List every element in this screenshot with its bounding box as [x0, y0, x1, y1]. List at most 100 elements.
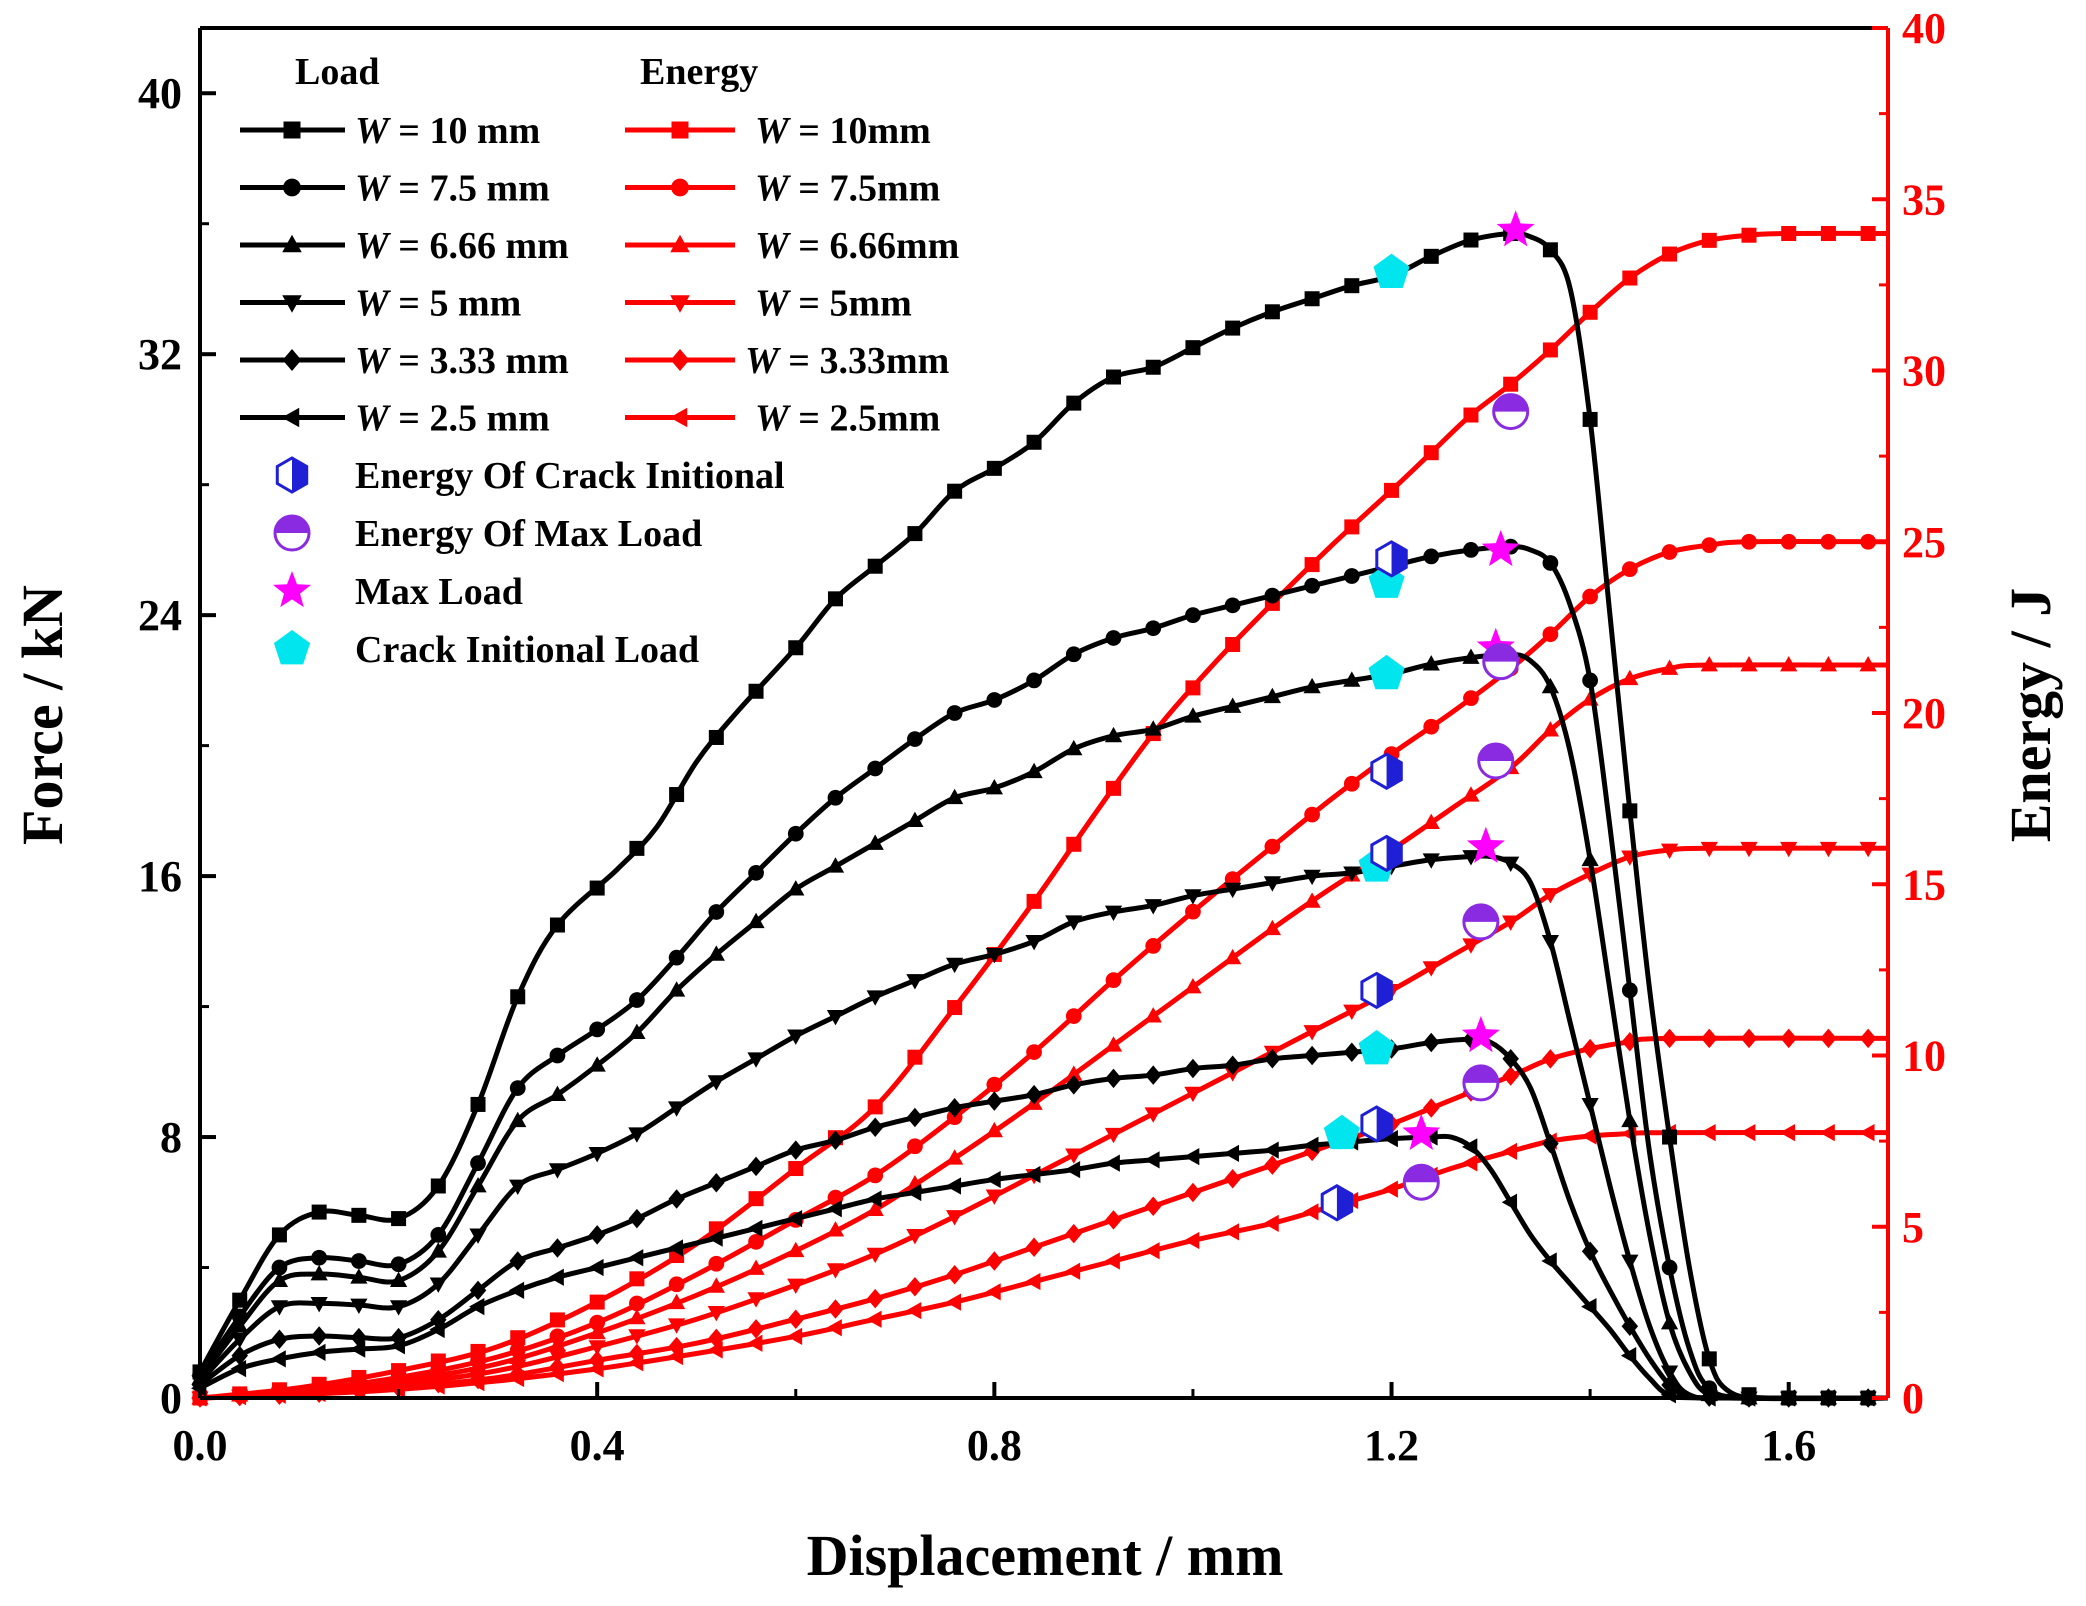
energy-point-1-29 [1304, 557, 1320, 573]
energy-point-1-19 [907, 1049, 923, 1065]
energy-point-4-42 [1819, 841, 1838, 858]
legend-load-label-5: W = 3.33 mm [355, 340, 569, 382]
energy-point-4-25 [1144, 1107, 1162, 1123]
energy-point-6-11 [588, 1360, 604, 1378]
legend: Load Energy W = 10 mm W = 7.5 mm W = 6.66 mm… [240, 51, 959, 671]
energy-point-6-18 [866, 1310, 882, 1328]
energy-point-5-35 [1542, 1049, 1559, 1069]
load-point-2-12 [629, 992, 645, 1008]
energy-point-6-27 [1223, 1223, 1240, 1241]
crack-energy-marker-5 [1360, 1105, 1393, 1143]
load-point-3-9 [509, 1111, 527, 1128]
load-point-3-30 [1343, 671, 1361, 687]
energy-point-1-40 [1741, 227, 1757, 243]
energy-point-5-17 [827, 1299, 844, 1319]
legend-special-label-4: Crack Initional Load [355, 629, 699, 671]
energy-point-4-32 [1422, 961, 1440, 977]
load-point-6-5 [349, 1340, 366, 1358]
load-point-2-7 [430, 1227, 447, 1243]
load-point-1-28 [1264, 304, 1280, 320]
load-point-5-26 [1184, 1058, 1202, 1079]
energy-point-4-43 [1859, 841, 1877, 858]
max-load-marker-2 [1481, 529, 1520, 567]
crack-energy-marker-3 [1370, 834, 1403, 873]
energy-point-3-24 [1104, 1036, 1123, 1052]
y2-tick-label-9: 40 [1902, 4, 1946, 53]
load-point-4-34 [1502, 856, 1520, 873]
load-point-2-23 [1065, 646, 1082, 663]
load-point-3-32 [1422, 655, 1440, 671]
load-point-1-10 [549, 917, 565, 933]
energy-point-4-33 [1462, 938, 1480, 954]
load-point-2-3 [271, 1259, 288, 1276]
y2-tick-label-4: 15 [1902, 860, 1946, 909]
load-point-5-27 [1224, 1055, 1241, 1076]
load-point-2-6 [390, 1256, 407, 1273]
energy-point-3-39 [1700, 656, 1718, 672]
energy-point-6-5 [349, 1382, 366, 1401]
max-load-marker-6 [1402, 1113, 1441, 1150]
load-point-3-24 [1104, 726, 1123, 743]
load-point-5-11 [588, 1225, 606, 1245]
load-line-2 [197, 544, 1889, 1402]
load-point-3-37 [1621, 1111, 1639, 1128]
load-series-5 [191, 1029, 1889, 1408]
legend-load-header: Load [295, 51, 379, 93]
legend-energy-swatch-marker-6 [669, 407, 688, 428]
load-point-5-29 [1303, 1045, 1321, 1066]
load-series-2 [192, 538, 1889, 1406]
energy-point-1-20 [947, 1000, 963, 1016]
legend-energy-label-6: W = 2.5mm [755, 398, 940, 440]
load-point-2-32 [1423, 548, 1440, 565]
energy-point-5-21 [986, 1251, 1003, 1271]
energy-point-4-35 [1541, 888, 1560, 904]
energy-point-3-17 [826, 1221, 845, 1237]
energy-point-5-22 [1025, 1237, 1043, 1258]
load-point-6-33 [1461, 1138, 1478, 1156]
load-point-6-27 [1223, 1144, 1240, 1162]
energy-point-4-24 [1104, 1127, 1123, 1144]
energy-point-6-43 [1859, 1123, 1875, 1142]
load-point-6-6 [389, 1337, 405, 1355]
load-point-3-26 [1184, 707, 1202, 723]
legend-energy-label-4: W = 5mm [755, 283, 912, 325]
load-point-6-18 [866, 1190, 882, 1208]
load-point-4-27 [1224, 882, 1242, 899]
load-point-3-38 [1660, 1313, 1679, 1330]
energy-point-2-33 [1463, 690, 1479, 707]
energy-point-2-35 [1542, 626, 1559, 643]
energy-point-6-36 [1581, 1127, 1597, 1145]
load-point-6-26 [1183, 1147, 1200, 1166]
energy-point-1-24 [1106, 780, 1122, 796]
energy-point-3-37 [1621, 669, 1639, 686]
load-point-6-29 [1303, 1136, 1319, 1154]
load-point-2-24 [1105, 630, 1122, 646]
y-tick-label-1: 0 [160, 1374, 182, 1423]
load-point-1-33 [1463, 232, 1479, 248]
y-tick-label-2: 8 [160, 1113, 182, 1162]
legend-load-label-6: W = 2.5 mm [355, 398, 550, 440]
y2-tick-label-2: 5 [1902, 1203, 1924, 1252]
energy-point-2-41 [1780, 533, 1797, 550]
energy-point-3-28 [1263, 919, 1282, 936]
energy-point-3-42 [1819, 656, 1838, 672]
energy-point-5-20 [946, 1264, 963, 1285]
load-point-1-29 [1304, 291, 1320, 307]
legend-load-swatch-marker-2 [283, 178, 301, 197]
x-tick-label-4: 1.2 [1364, 1421, 1419, 1470]
load-point-3-2 [231, 1317, 249, 1333]
energy-point-2-28 [1264, 838, 1281, 855]
energy-point-6-14 [707, 1341, 723, 1359]
load-point-4-7 [429, 1277, 447, 1293]
max-energy-marker-2 [1482, 643, 1520, 681]
load-point-2-26 [1185, 607, 1201, 624]
energy-point-4-30 [1343, 1004, 1361, 1020]
energy-point-1-10 [549, 1312, 565, 1328]
energy-point-6-24 [1104, 1252, 1120, 1270]
load-point-2-29 [1304, 577, 1320, 594]
energy-point-5-27 [1224, 1169, 1241, 1189]
load-point-1-13 [669, 787, 685, 803]
load-point-6-31 [1382, 1130, 1398, 1148]
load-point-6-3 [270, 1350, 286, 1368]
load-point-2-38 [1661, 1259, 1678, 1276]
